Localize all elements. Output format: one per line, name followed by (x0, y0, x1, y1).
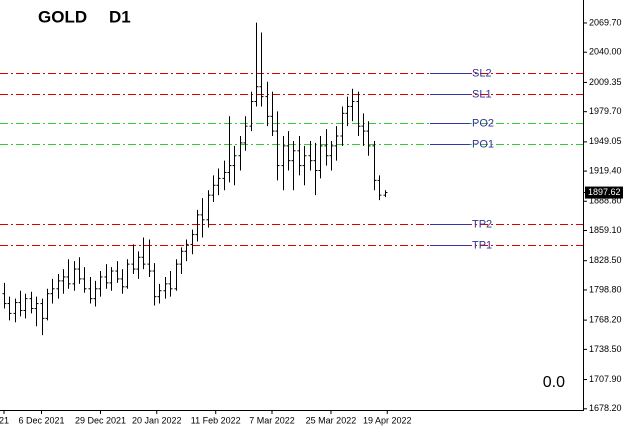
level-label: TP1 (472, 239, 492, 251)
y-tick-label: 1979.70 (589, 106, 622, 116)
x-tick-label: 7 Mar 2022 (249, 415, 295, 425)
chart-title: GOLD (38, 7, 87, 26)
last-price-box (585, 186, 623, 199)
y-tick-label: 1919.40 (589, 165, 622, 175)
y-tick-label: 1707.90 (589, 374, 622, 384)
level-label: PO1 (472, 138, 494, 150)
x-tick-label: 21 (0, 415, 9, 425)
y-tick-label: 1888.80 (589, 196, 622, 206)
y-tick-label: 2009.35 (589, 77, 622, 87)
corner-text: 0.0 (543, 374, 565, 391)
y-tick-label: 1798.80 (589, 284, 622, 294)
y-tick-label: 1768.20 (589, 314, 622, 324)
x-tick-label: 11 Feb 2022 (191, 415, 241, 425)
last-price-label: 1897.62 (588, 187, 621, 197)
level-label: TP2 (472, 218, 492, 230)
y-tick-label: 2069.70 (589, 17, 622, 27)
x-tick-label: 19 Apr 2022 (363, 415, 412, 425)
y-tick-label: 2040.00 (589, 47, 622, 57)
y-tick-label: 1949.05 (589, 136, 622, 146)
x-tick-label: 29 Dec 2021 (75, 415, 126, 425)
y-tick-label: 1828.50 (589, 255, 622, 265)
y-tick-label: 1678.20 (589, 403, 622, 413)
x-tick-label: 6 Dec 2021 (18, 415, 64, 425)
level-label: SL2 (472, 67, 492, 79)
level-label: PO2 (472, 117, 494, 129)
level-label: SL1 (472, 88, 492, 100)
x-tick-label: 25 Mar 2022 (306, 415, 357, 425)
y-tick-label: 1738.50 (589, 344, 622, 354)
chart-subtitle: D1 (109, 7, 131, 26)
x-tick-label: 20 Jan 2022 (132, 415, 182, 425)
y-tick-label: 1859.10 (589, 225, 622, 235)
